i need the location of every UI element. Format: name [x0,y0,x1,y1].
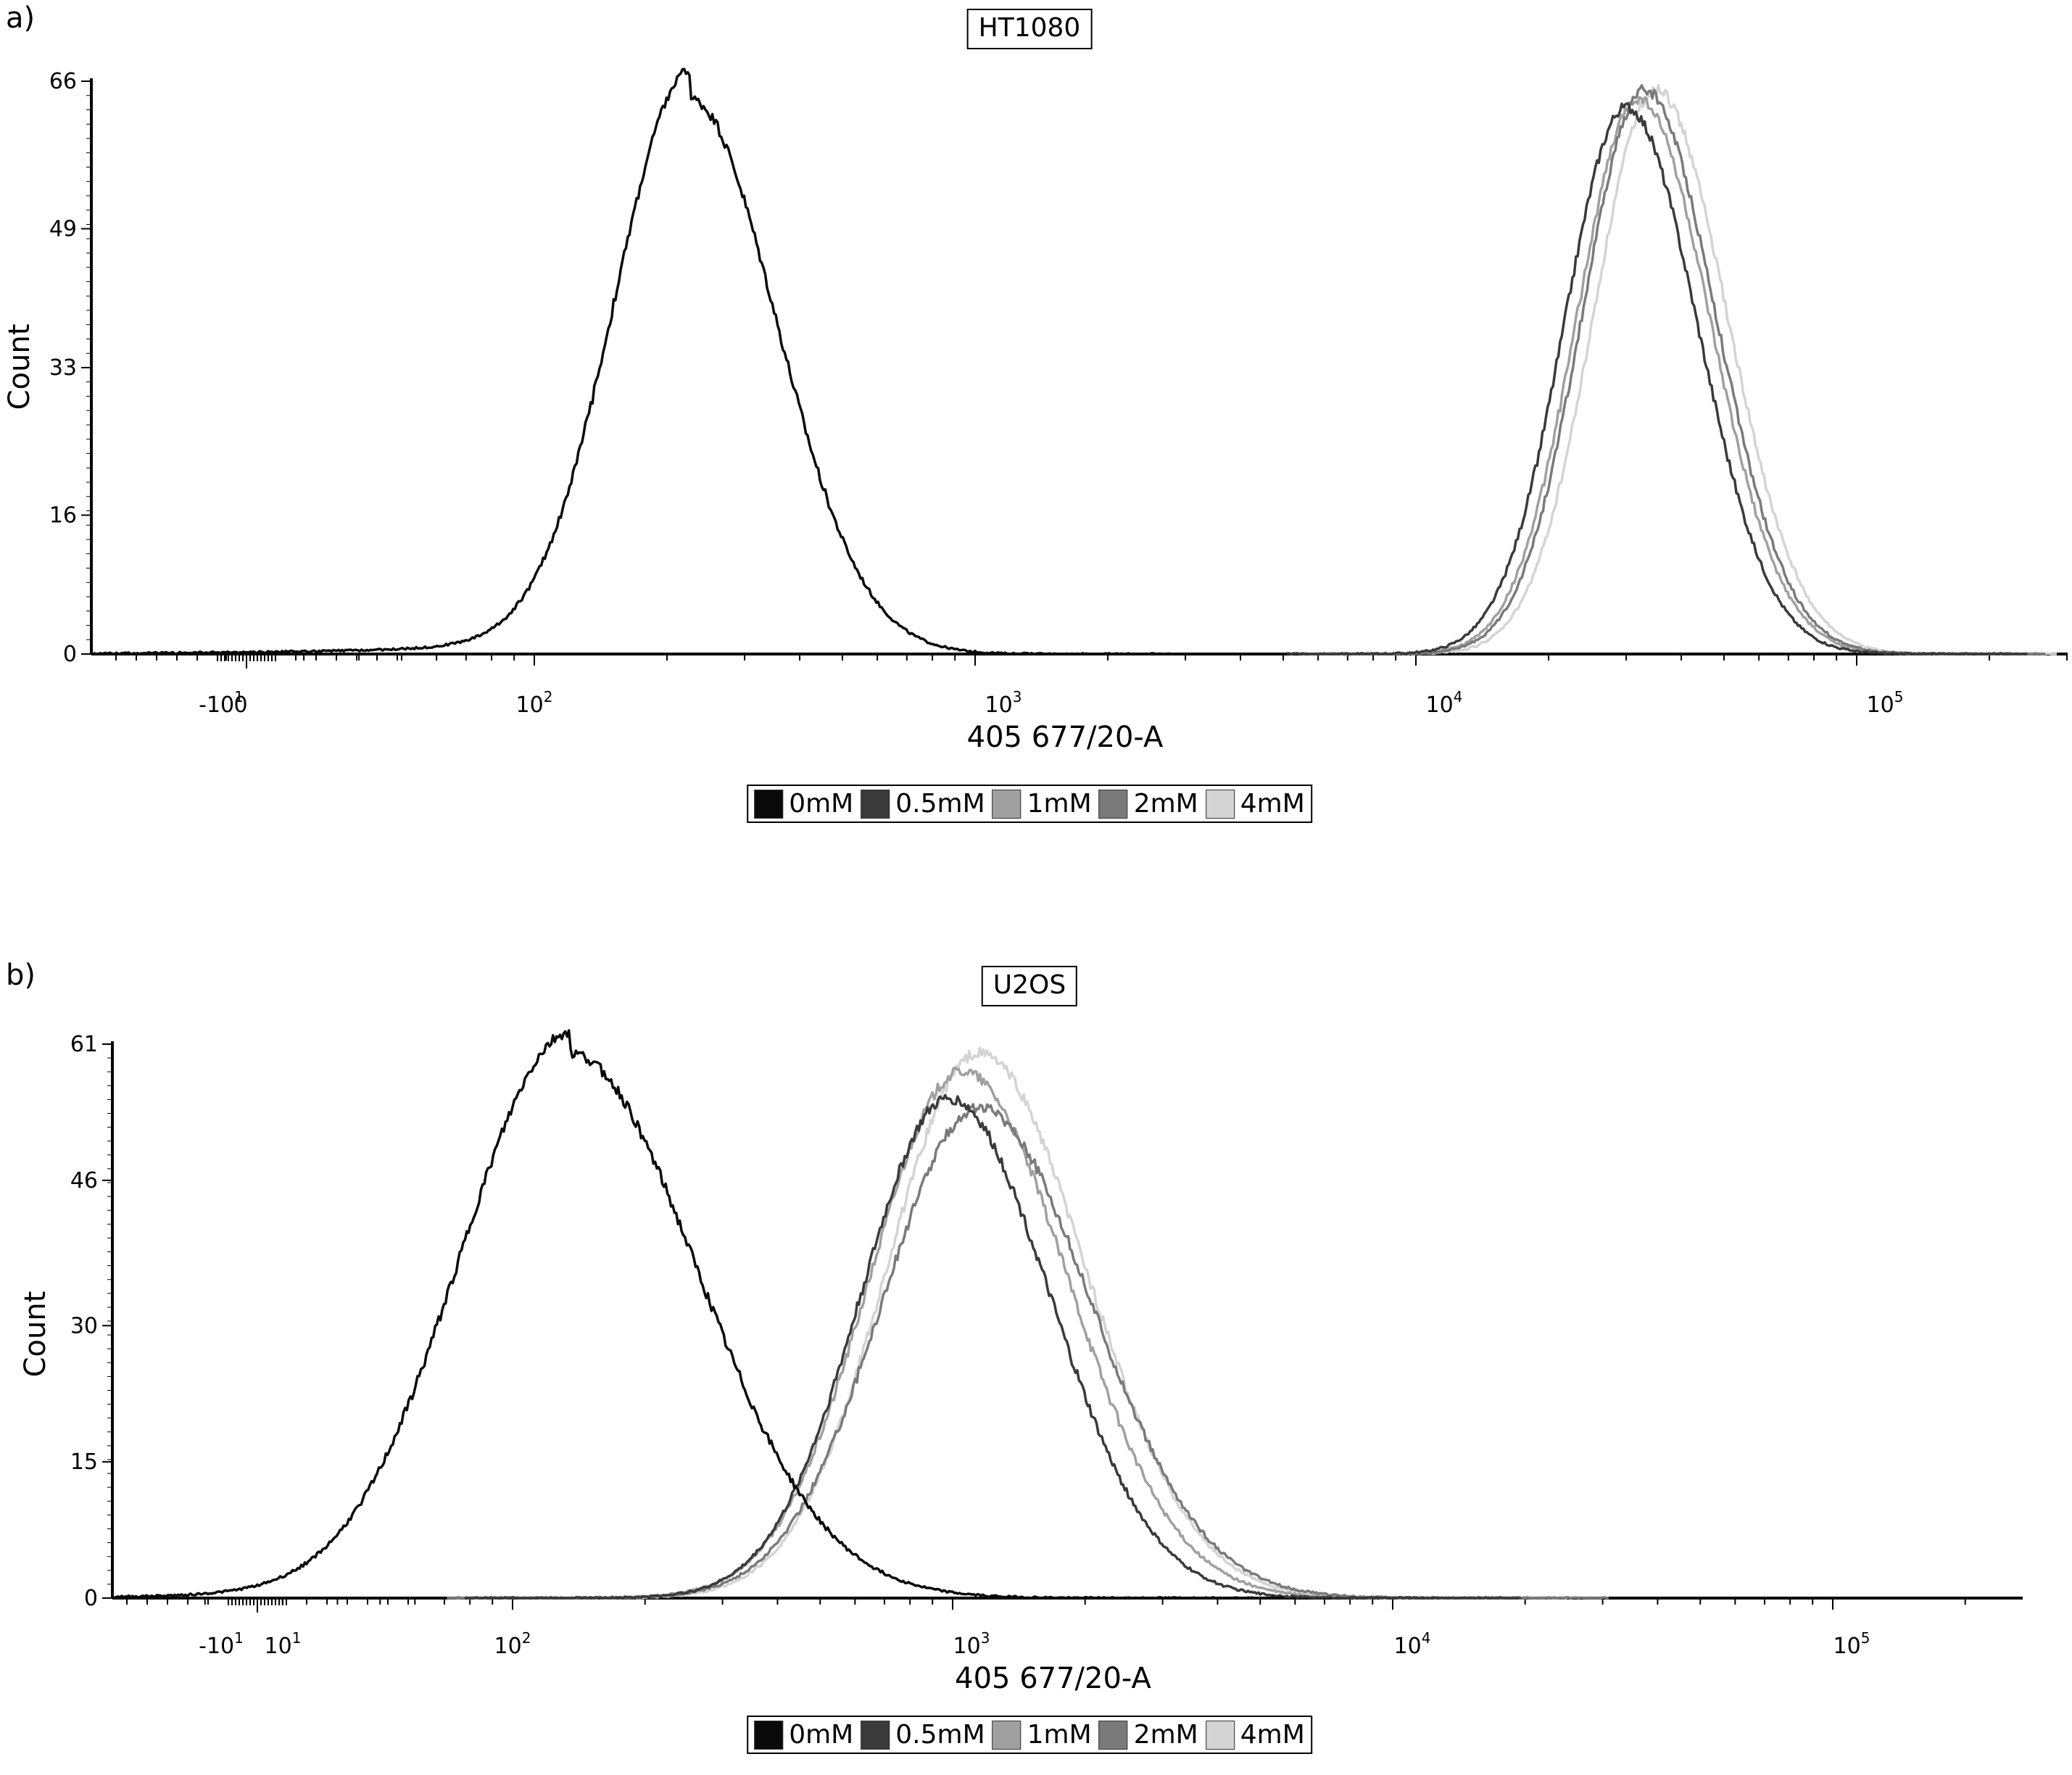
series-line-0mM [92,67,1177,655]
legend-label: 4mM [1240,789,1305,819]
x-tick-label: 103 [953,1629,990,1659]
legend-label: 0.5mM [895,789,985,819]
y-tick-label: 49 [49,216,77,241]
panel-label: a) [6,1,36,35]
y-axis-title: Count [3,324,36,410]
x-tick-label: 102 [494,1629,531,1659]
legend-label: 0mM [789,1720,854,1750]
series-line-2mM [447,1103,1609,1600]
legend-item-1mM: 1mM [992,1720,1092,1750]
legend-swatch [754,789,784,819]
x-tick-label: -101 [199,688,244,718]
legend-swatch [861,789,890,819]
legend-item-4mM: 4mM [1205,1720,1305,1750]
chart-title: HT1080 [966,9,1093,49]
chart-title: U2OS [981,966,1078,1006]
legend-label: 2mM [1133,789,1198,819]
legend-swatch [992,789,1022,819]
legend-swatch [992,1720,1022,1750]
x-tick-label: 105 [1867,688,1904,718]
legend-item-0mM: 0mM [754,1720,853,1750]
x-tick-label: 104 [1394,1629,1431,1659]
x-tick-label: 101 [265,1629,302,1659]
panel-label: b) [6,959,36,992]
x-axis-title: 405 677/20-A [955,1662,1151,1695]
y-tick-label: 30 [70,1313,98,1339]
legend-item-0mM: 0mM [754,789,853,819]
legend-swatch [861,1720,890,1750]
x-tick-label: 103 [985,688,1022,718]
legend-swatch [754,1720,784,1750]
y-tick-label: 61 [70,1032,98,1057]
legend-item-2mM: 2mM [1098,1720,1198,1750]
legend-swatch [1205,1720,1235,1750]
legend-swatch [1098,789,1128,819]
y-tick-label: 46 [70,1168,98,1193]
legend-swatch [1205,789,1235,819]
legend-label: 0mM [789,789,854,819]
legend-item-0.5mM: 0.5mM [861,789,985,819]
panel-u2os: b) 0 15 30 46 61 -101 101 102 103 104 105 405 677/2… [0,957,2072,1775]
y-tick-label: 0 [84,1586,98,1611]
series-line-0.5mM [1286,102,2028,655]
legend-label: 1mM [1027,789,1092,819]
x-tick-label: 105 [1833,1629,1870,1659]
y-tick-label: 15 [70,1449,98,1475]
legend-label: 1mM [1027,1720,1092,1750]
y-axis-title: Count [19,1291,52,1378]
panel-ht1080: a) 0 16 33 49 66 -101 0 102 103 104 105 405 677/20-… [0,0,2072,856]
legend: 0mM 0.5mM 1mM 2mM 4mM [747,785,1312,823]
series-line-4mM [1316,83,2058,655]
histogram-chart-u2os: 0 15 30 46 61 -101 101 102 103 104 105 405 677/20-A… [19,1029,2023,1695]
series-line-1mM [453,1066,1564,1600]
x-tick-label: 0 [233,692,247,718]
series-line-0.5mM [464,1093,1522,1600]
legend-label: 4mM [1240,1720,1305,1750]
x-tick-label: 104 [1426,688,1463,718]
legend-item-1mM: 1mM [992,789,1092,819]
y-tick-label: 0 [63,642,77,667]
x-axis-title: 405 677/20-A [967,721,1164,754]
series-line-1mM [1298,96,2040,655]
x-tick-label: 102 [516,688,553,718]
y-tick-label: 66 [49,69,77,94]
series-line-4mM [471,1046,1580,1600]
legend-item-0.5mM: 0.5mM [861,1720,985,1750]
y-tick-label: 33 [49,355,77,381]
legend: 0mM 0.5mM 1mM 2mM 4mM [747,1716,1312,1754]
legend-swatch [1098,1720,1128,1750]
series-line-0mM [114,1029,1284,1600]
legend-item-2mM: 2mM [1098,789,1198,819]
legend-label: 0.5mM [895,1720,985,1750]
legend-label: 2mM [1133,1720,1198,1750]
legend-item-4mM: 4mM [1205,789,1305,819]
x-tick-label: -101 [199,1629,244,1659]
y-tick-label: 16 [49,502,77,528]
